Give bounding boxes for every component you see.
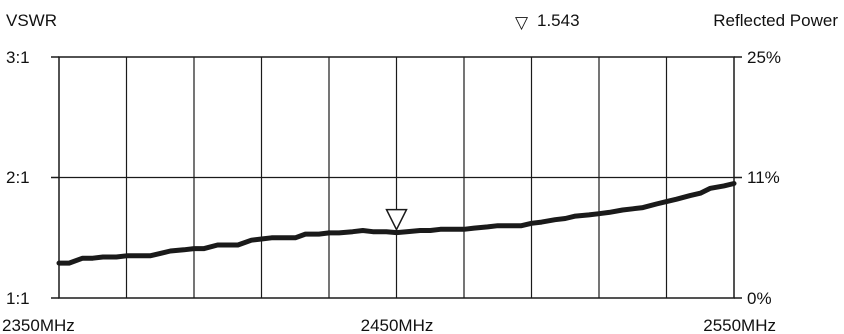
marker-readout-symbol: ▽ bbox=[515, 13, 529, 32]
vswr-series-line bbox=[56, 181, 737, 266]
grid-lines bbox=[59, 57, 734, 298]
x-tick-label-end: 2550MHz bbox=[703, 316, 776, 334]
marker-triangle-icon bbox=[385, 208, 408, 232]
right-tick-label-top: 25% bbox=[747, 48, 781, 67]
left-axis-title: VSWR bbox=[6, 11, 57, 30]
marker-readout: ▽ 1.543 bbox=[515, 11, 580, 32]
right-axis-title: Reflected Power bbox=[713, 11, 838, 30]
left-tick-label-mid: 2:1 bbox=[6, 168, 30, 187]
x-tick-label-start: 2350MHz bbox=[2, 316, 75, 334]
left-tick-label-top: 3:1 bbox=[6, 48, 30, 67]
left-tick-label-bottom: 1:1 bbox=[6, 289, 30, 308]
x-tick-label-center: 2450MHz bbox=[361, 316, 434, 334]
right-tick-label-mid: 11% bbox=[747, 168, 780, 187]
right-tick-label-bottom: 0% bbox=[747, 289, 772, 308]
marker-readout-value: 1.543 bbox=[537, 11, 580, 30]
axis-tick-marks bbox=[51, 56, 742, 299]
